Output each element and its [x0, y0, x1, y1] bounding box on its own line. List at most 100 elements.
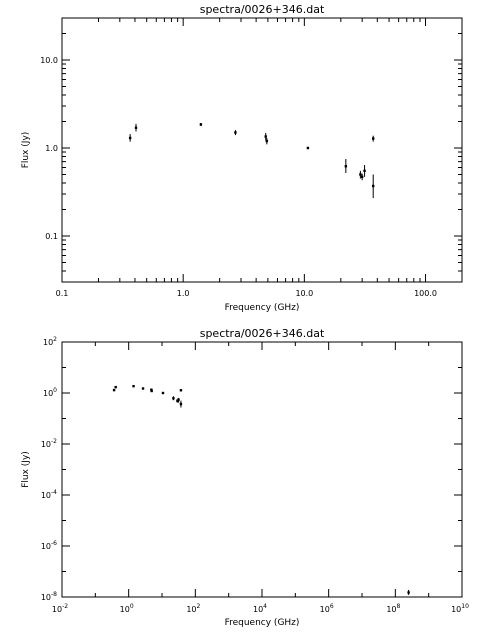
x-tick-base: 10 — [253, 605, 263, 614]
y-tick-label: 100 — [43, 387, 57, 398]
y-tick-exponent: -8 — [51, 591, 57, 598]
x-tick-base: 10 — [120, 605, 130, 614]
data-point — [372, 135, 375, 142]
data-marker — [179, 389, 183, 392]
x-tick-base: 10 — [52, 605, 62, 614]
data-marker — [360, 175, 364, 179]
data-point — [359, 170, 362, 179]
y-tick-label: 10-8 — [41, 591, 57, 602]
y-tick-exponent: 0 — [53, 387, 57, 394]
data-point — [407, 589, 410, 595]
plot-frame — [61, 17, 463, 283]
data-point — [264, 133, 267, 141]
data-marker — [172, 397, 175, 400]
x-tick-base: 10 — [451, 605, 461, 614]
x-tick-exponent: 4 — [263, 603, 267, 610]
y-tick-exponent: -6 — [51, 540, 57, 547]
x-tick-base: 10 — [186, 605, 196, 614]
data-point — [360, 173, 364, 181]
x-tick-exponent: 2 — [197, 603, 201, 610]
data-point — [179, 400, 183, 408]
data-marker — [372, 137, 375, 140]
data-point — [265, 137, 269, 145]
data-point — [179, 389, 183, 392]
data-marker — [363, 169, 366, 173]
data-marker — [372, 184, 375, 188]
data-marker — [306, 146, 310, 150]
data-point — [344, 158, 348, 173]
data-point — [306, 146, 310, 150]
y-tick-label: 10-2 — [41, 438, 57, 449]
data-marker — [134, 126, 138, 129]
y-tick-base: 10 — [41, 440, 51, 449]
data-marker — [179, 402, 183, 406]
y-tick-label: 10.0 — [40, 56, 58, 65]
y-tick-label: 10-6 — [41, 540, 57, 551]
x-tick-base: 10 — [320, 605, 330, 614]
plot-frame — [61, 341, 463, 598]
data-point — [114, 385, 117, 389]
y-axis-label: Flux (Jy) — [21, 132, 31, 169]
data-point — [132, 384, 135, 388]
data-marker — [112, 388, 116, 392]
chart-title: spectra/0026+346.dat — [200, 327, 325, 340]
x-tick-label: 1010 — [451, 603, 469, 614]
data-marker — [161, 391, 165, 395]
y-tick-label: 10-4 — [41, 489, 57, 500]
data-marker — [114, 385, 117, 389]
x-tick-label: 100 — [120, 603, 134, 614]
data-point — [134, 123, 138, 132]
data-marker — [176, 400, 180, 403]
x-tick-label: 100.0 — [414, 289, 437, 298]
data-point — [234, 130, 237, 136]
data-point — [363, 165, 366, 177]
data-marker — [128, 136, 132, 140]
data-marker — [132, 384, 135, 388]
y-tick-base: 10 — [41, 542, 51, 551]
x-tick-label: 106 — [320, 603, 334, 614]
data-point — [161, 391, 165, 395]
x-tick-label: 102 — [186, 603, 200, 614]
bottom-spectrum-chart: spectra/0026+346.dat Frequency (GHz) Flux … — [21, 327, 469, 628]
data-marker — [234, 131, 237, 134]
data-marker — [199, 123, 203, 126]
y-axis-label: Flux (Jy) — [21, 451, 31, 488]
top-spectrum-chart: spectra/0026+346.dat Frequency (GHz) Flux … — [21, 3, 463, 313]
data-marker — [359, 173, 362, 176]
x-tick-label: 1.0 — [177, 289, 190, 298]
y-tick-base: 10 — [43, 389, 53, 398]
y-tick-exponent: -2 — [51, 438, 57, 445]
y-tick-label: 102 — [43, 336, 57, 347]
data-marker — [177, 398, 180, 401]
data-point — [150, 389, 153, 393]
data-marker — [264, 135, 267, 138]
data-point — [112, 388, 116, 392]
y-tick-exponent: 2 — [53, 336, 57, 343]
data-point — [199, 123, 203, 126]
data-marker — [407, 591, 410, 594]
x-axis-label: Frequency (GHz) — [225, 618, 300, 628]
x-tick-exponent: 6 — [330, 603, 334, 610]
data-marker — [141, 387, 145, 390]
x-tick-exponent: -2 — [62, 603, 68, 610]
data-point — [172, 396, 175, 401]
data-point — [141, 387, 145, 390]
x-tick-label: 0.1 — [56, 289, 69, 298]
x-tick-label: 104 — [253, 603, 267, 614]
data-marker — [150, 388, 153, 391]
data-point — [177, 397, 180, 402]
y-tick-label: 0.1 — [45, 232, 58, 241]
x-tick-label: 10-2 — [52, 603, 68, 614]
x-tick-exponent: 8 — [397, 603, 401, 610]
data-marker — [344, 165, 348, 168]
data-point — [128, 134, 132, 142]
x-tick-exponent: 10 — [461, 603, 469, 610]
x-axis-label: Frequency (GHz) — [225, 303, 300, 313]
y-tick-label: 1.0 — [45, 144, 58, 153]
data-marker — [265, 139, 269, 143]
x-tick-exponent: 0 — [130, 603, 134, 610]
y-tick-base: 10 — [41, 593, 51, 602]
x-tick-label: 10.0 — [295, 289, 313, 298]
data-point — [372, 174, 375, 199]
